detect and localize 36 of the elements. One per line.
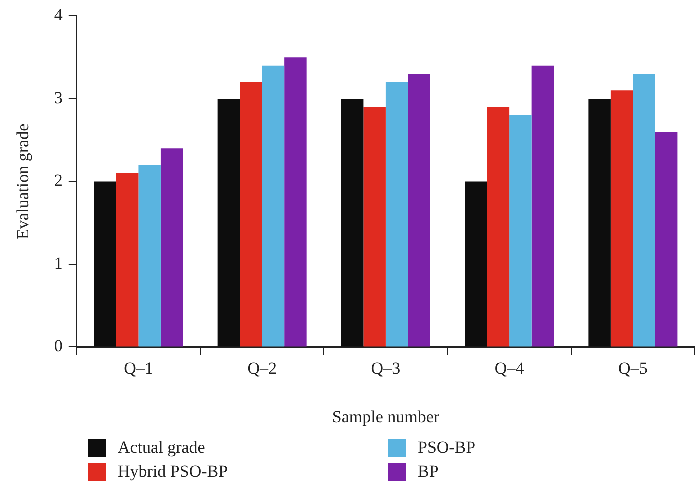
bar: [138, 165, 161, 347]
y-tick-label: 4: [54, 6, 64, 25]
bar: [341, 98, 364, 347]
y-tick-label: 0: [54, 336, 63, 356]
bar: [610, 90, 634, 347]
bar: [633, 74, 656, 347]
bar: [465, 182, 488, 347]
bar: [240, 82, 262, 347]
y-axis-title: Evaluation grade: [14, 124, 33, 240]
legend-label: BP: [418, 462, 439, 482]
x-tick-label: Q–5: [618, 358, 648, 378]
bar: [94, 182, 116, 347]
y-tick-label: 3: [54, 88, 63, 108]
legend-label: Hybrid PSO-BP: [118, 462, 228, 482]
bar: [218, 98, 240, 347]
bar: [116, 173, 139, 347]
x-tick-label: Q–3: [371, 358, 401, 378]
bar: [364, 107, 386, 347]
x-tick-label: Q–2: [248, 358, 277, 378]
bar: [487, 107, 510, 347]
bar: [655, 132, 678, 347]
bar: [284, 58, 307, 347]
bar: [532, 66, 554, 347]
x-axis-title: Sample number: [332, 407, 440, 426]
y-tick-label: 2: [54, 171, 63, 190]
bar: [588, 98, 611, 347]
y-tick-label: 1: [54, 254, 63, 273]
x-tick-label: Q–1: [124, 358, 154, 378]
bar: [510, 116, 532, 347]
bar: [408, 74, 430, 347]
legend-label: PSO-BP: [418, 438, 476, 458]
bar: [386, 82, 408, 347]
bar: [160, 148, 184, 347]
x-tick-label: Q–4: [494, 358, 525, 378]
bar: [262, 66, 285, 347]
legend-label: Actual grade: [118, 438, 206, 458]
